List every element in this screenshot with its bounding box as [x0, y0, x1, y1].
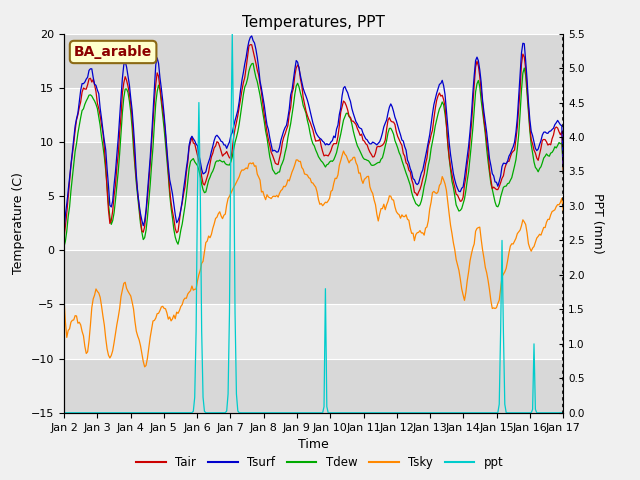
Text: BA_arable: BA_arable [74, 45, 152, 59]
Title: Temperatures, PPT: Temperatures, PPT [242, 15, 385, 30]
Bar [64, 196, 563, 250]
Bar [64, 88, 563, 142]
Y-axis label: PPT (mm): PPT (mm) [591, 193, 604, 253]
Bar [64, 304, 563, 359]
Legend: Tair, Tsurf, Tdew, Tsky, ppt: Tair, Tsurf, Tdew, Tsky, ppt [132, 452, 508, 474]
X-axis label: Time: Time [298, 438, 329, 451]
Y-axis label: Temperature (C): Temperature (C) [12, 172, 26, 274]
